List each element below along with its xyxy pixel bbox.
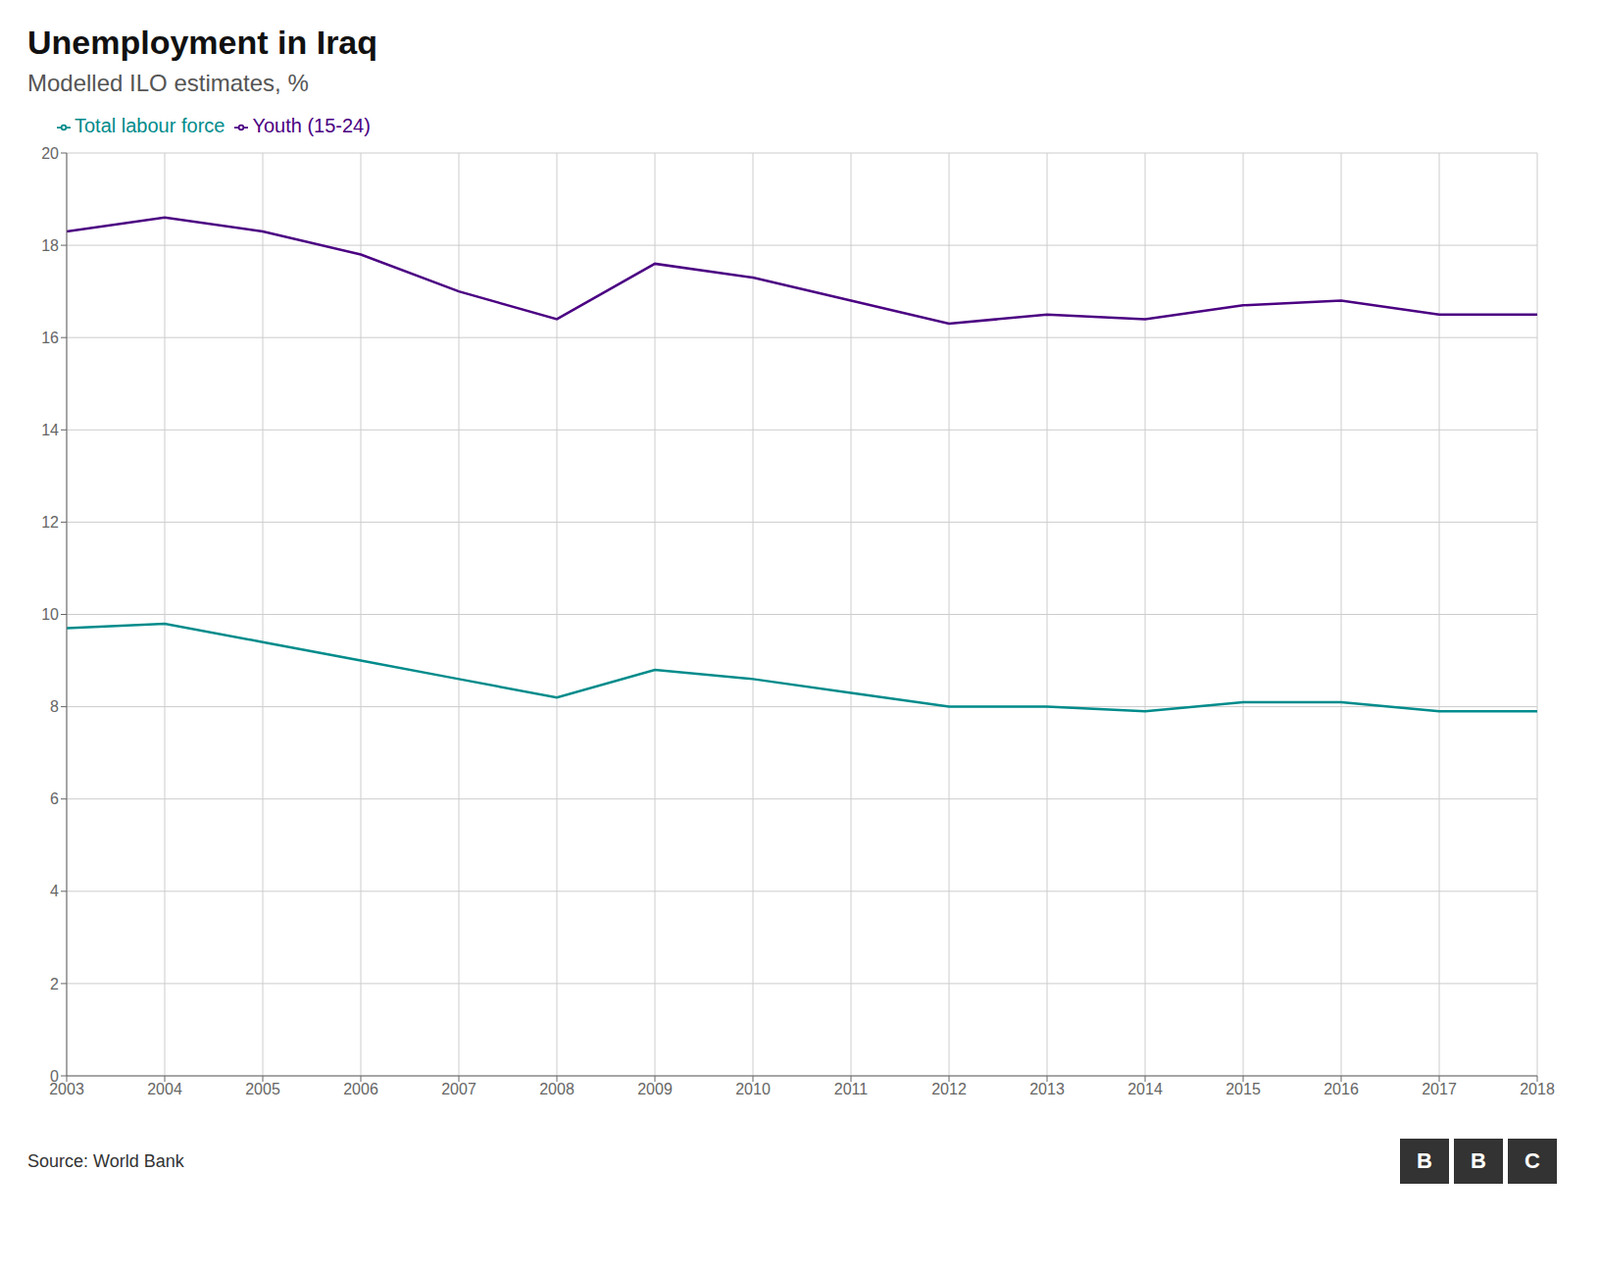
svg-text:4: 4 [50,882,59,900]
svg-text:2009: 2009 [637,1080,673,1098]
html-text:Modelled ILO estimates, %: Modelled ILO estimates, % [27,69,309,97]
html-text:Source: World Bank: Source: World Bank [27,1150,185,1171]
svg-text:2: 2 [50,975,59,993]
svg-text:2018: 2018 [1519,1080,1555,1098]
svg-text:2016: 2016 [1323,1080,1359,1098]
svg-text:2015: 2015 [1225,1080,1261,1098]
svg-text:2011: 2011 [834,1080,869,1098]
svg-text:16: 16 [41,329,59,347]
svg-text:2014: 2014 [1127,1080,1163,1098]
svg-text:12: 12 [41,513,59,531]
svg-text:2005: 2005 [245,1080,281,1098]
svg-text:2004: 2004 [147,1080,183,1098]
html-text:B: B [1416,1148,1433,1173]
svg-text:14: 14 [41,421,59,439]
html-text:C: C [1524,1148,1541,1173]
svg-text:2013: 2013 [1029,1080,1065,1098]
svg-text:2007: 2007 [441,1080,477,1098]
svg-text:2010: 2010 [735,1080,771,1098]
svg-text:18: 18 [41,237,59,254]
svg-text:10: 10 [41,605,59,623]
html-text:Youth (15-24): Youth (15-24) [252,114,371,137]
svg-text:8: 8 [50,698,59,715]
svg-text:20: 20 [41,145,59,162]
svg-text:2006: 2006 [343,1080,379,1098]
html-text:Unemployment in Iraq: Unemployment in Iraq [27,23,378,61]
svg-text:2012: 2012 [931,1080,967,1098]
svg-text:2017: 2017 [1421,1080,1457,1098]
svg-text:6: 6 [50,790,59,807]
html-text:B: B [1470,1148,1487,1173]
svg-text:2008: 2008 [539,1080,575,1098]
svg-text:0: 0 [50,1067,59,1085]
svg-text:2003: 2003 [49,1080,85,1098]
html-text:Total labour force: Total labour force [74,114,225,137]
